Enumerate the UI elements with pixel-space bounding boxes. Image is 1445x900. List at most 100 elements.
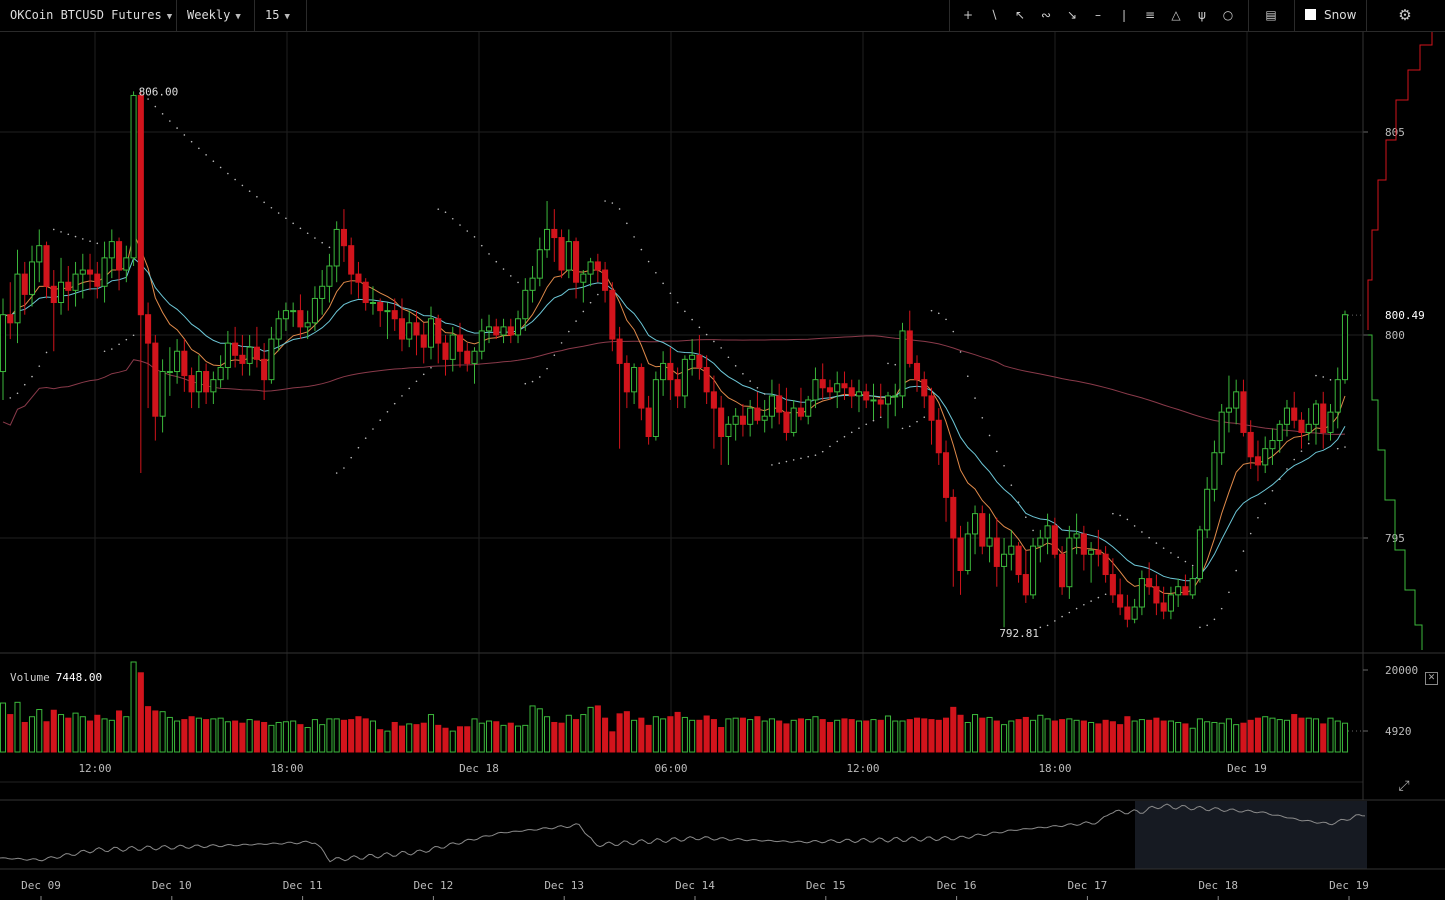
candle-body [101,257,108,287]
candle-body [1298,419,1305,433]
volume-bar [1037,714,1044,753]
volume-bar [652,716,659,753]
snow-label: Snow [1324,8,1357,22]
sar-dot [111,348,113,350]
volume-bar [855,720,863,753]
volume-bar [232,720,239,753]
horizontal-line-icon[interactable]: – [1095,8,1101,22]
volume-bar [108,719,115,753]
volume-bar [1167,720,1174,753]
volume-bar [993,720,1000,753]
period-selector[interactable]: Weekly ▼ [187,0,241,31]
sar-dot [858,427,860,429]
candle-body [1305,423,1312,433]
sar-dot [684,310,686,313]
candle-body [841,383,848,389]
candle-body [1341,314,1349,381]
volume-axis: 20000 4920 [1348,664,1418,738]
volume-bar [304,727,311,753]
sar-dot [1170,552,1172,554]
ray-icon[interactable]: ↖ [1014,8,1026,22]
navigator[interactable]: Dec 09 Dec 10 Dec 11 Dec 12 Dec 13 Dec 14 Dec … [0,799,1445,900]
sar-dot [205,154,207,156]
sar-dot [1126,518,1129,521]
expand-icon[interactable]: ⤢ [1398,778,1410,794]
volume-bar [964,721,971,753]
candle-body [304,322,311,328]
volume-bar [906,719,913,753]
sar-dot [1199,626,1201,629]
candle-body [87,269,94,275]
candle-body [232,342,239,356]
arrow-icon[interactable]: ↘ [1066,8,1078,22]
volume-bar [1247,719,1254,753]
sar-dot [1068,611,1071,614]
volume-bar [369,720,376,753]
parallel-channel-icon[interactable]: ≡ [1144,8,1156,22]
volume-bar [478,722,485,753]
interval-selector[interactable]: 15 ▼ [265,0,290,31]
volume-bar [725,718,732,753]
volume-bar [797,718,804,753]
candle-body [768,395,775,417]
candle-body [870,399,877,402]
sar-dot [1003,464,1005,467]
high-price-label: 806.00 [139,85,179,98]
fib-fan-icon[interactable]: △ [1171,8,1181,22]
sar-dot [1025,516,1027,519]
volume-bar [203,719,210,753]
candle-body [645,407,652,437]
sar-dot [176,127,178,129]
candle-body [123,257,130,271]
candle-body [188,375,195,393]
sar-dot [285,217,287,220]
volume-bar [1051,720,1058,753]
snow-checkbox[interactable] [1305,9,1316,20]
candle-body [761,415,768,421]
sar-dot [633,236,635,238]
sar-dot [1235,569,1237,572]
candle-body [1044,525,1051,539]
volume-bar [500,724,507,753]
volume-bar [43,721,50,753]
candle-body [1327,411,1334,433]
candle-body [297,310,304,328]
volume-bar [261,721,268,753]
snow-toggle[interactable]: Snow [1305,0,1356,31]
sar-dot [270,206,273,209]
close-icon[interactable]: ✕ [1425,672,1438,685]
volume-bar [493,721,500,753]
volume-bar [116,710,123,753]
sar-dot [335,472,338,474]
volume-bar [529,705,536,753]
volume-bar [195,717,202,753]
sar-dot [9,397,12,399]
volume-bar [348,719,355,753]
circle-icon[interactable]: ○ [1222,8,1234,22]
volume-bar [0,702,7,753]
gear-icon[interactable]: ⚙ [1398,6,1412,24]
volume-bar [464,726,471,753]
period-label: Weekly [187,8,231,22]
curve-icon[interactable]: ∾ [1040,8,1052,22]
symbol-selector[interactable]: OKCoin BTCUSD Futures ▼ [10,0,172,31]
navigator-date-label: Dec 09 [21,879,61,892]
candle-body [855,391,863,397]
sar-dot [821,450,824,453]
pitchfork-icon[interactable]: ψ [1198,8,1206,22]
volume-bar [1182,723,1189,753]
symbol-label: OKCoin BTCUSD Futures [10,8,162,22]
sar-dot [930,309,933,312]
candle-body [369,302,376,305]
vertical-line-icon[interactable]: ❘ [1118,8,1130,22]
crosshair-icon[interactable]: + [962,8,974,22]
candle-body [819,379,826,389]
trendline-icon[interactable]: ∖ [990,8,998,22]
indicators-icon[interactable]: ▤ [1265,8,1277,22]
candle-body [892,395,899,398]
volume-bar [435,724,442,753]
sar-dot [872,419,875,422]
candle-body [21,273,28,295]
sar-dot [74,235,77,238]
